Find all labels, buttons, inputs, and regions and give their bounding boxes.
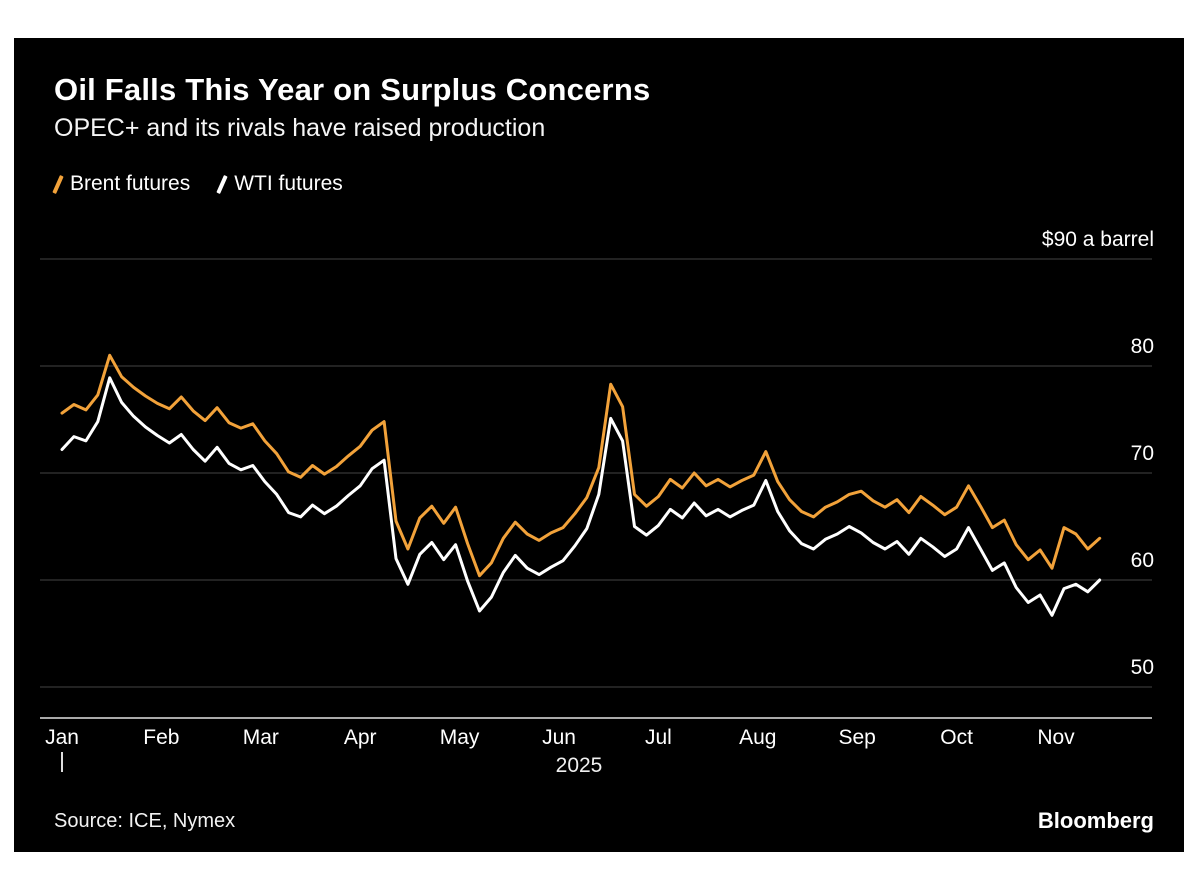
chart-title: Oil Falls This Year on Surplus Concerns	[54, 72, 651, 107]
chart-card: Oil Falls This Year on Surplus Concerns …	[14, 38, 1184, 852]
bloomberg-logo: Bloomberg	[1037, 808, 1154, 833]
wti-line	[60, 376, 1102, 617]
legend-label-wti: WTI futures	[234, 172, 343, 195]
legend-item-brent: Brent futures	[52, 172, 191, 196]
chart-canvas	[40, 258, 1152, 719]
source-label: Source: ICE, Nymex	[54, 810, 236, 832]
plot-area	[40, 248, 1152, 748]
wti-line-icon	[216, 174, 228, 194]
brent-line-icon	[52, 174, 64, 194]
legend-label-brent: Brent futures	[70, 172, 191, 195]
chart-subtitle: OPEC+ and its rivals have raised product…	[54, 114, 546, 142]
year-label: 2025	[555, 754, 603, 777]
legend: Brent futures WTI futures	[52, 172, 343, 196]
year-start-tick	[61, 752, 63, 772]
brent-line	[60, 353, 1102, 578]
legend-item-wti: WTI futures	[216, 172, 343, 196]
